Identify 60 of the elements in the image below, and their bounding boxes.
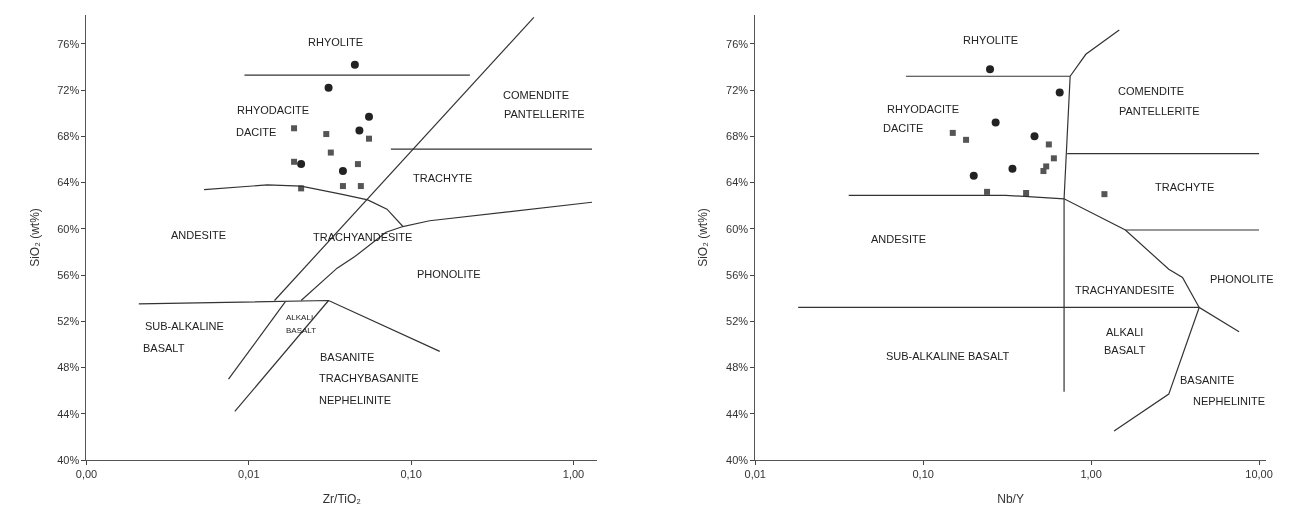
x-axis-title: Nb/Y: [997, 492, 1024, 507]
y-tick-label: 64%: [57, 176, 80, 189]
y-tick-label: 72%: [726, 83, 749, 96]
y-tick-label: 76%: [57, 37, 80, 50]
x-tick-label: 0,10: [400, 468, 422, 481]
annotation: SUB-ALKALINE BASALT: [886, 350, 1010, 362]
y-tick-label: 44%: [726, 407, 749, 420]
annotation: COMENDITE: [1118, 85, 1184, 97]
y-axis-title: SiO₂ (wt%): [696, 208, 711, 267]
annotation: PHONOLITE: [417, 268, 481, 280]
x-tick-label: 10,00: [1245, 468, 1273, 481]
annotation: SUB-ALKALINE: [145, 320, 224, 332]
y-tick-label: 56%: [726, 268, 749, 281]
annotation: BASALT: [143, 342, 185, 354]
y-tick-label: 48%: [726, 361, 749, 374]
annotation: BASANITE: [1180, 374, 1235, 386]
annotation: ANDESITE: [871, 233, 927, 245]
y-tick-label: 44%: [57, 407, 80, 420]
annotation: RHYOLITE: [963, 34, 1019, 46]
annotation: TRACHYTE: [413, 172, 473, 184]
annotation: TRACHYBASANITE: [319, 372, 419, 384]
annotation: RHYODACITE: [887, 103, 960, 115]
y-tick-label: 52%: [726, 315, 749, 328]
y-tick-label: 40%: [726, 453, 749, 466]
y-axis-title: SiO₂ (wt%): [27, 208, 42, 267]
annotation: NEPHELINITE: [1193, 395, 1266, 407]
annotation: PANTELLERITE: [1119, 105, 1200, 117]
y-tick-label: 56%: [57, 268, 80, 281]
y-tick-label: 40%: [57, 453, 80, 466]
x-axis-title: Zr/TiO₂: [322, 492, 362, 507]
x-tick-label: 0,01: [238, 468, 260, 481]
x-tick-label: 1,00: [1080, 468, 1102, 481]
x-tick-label: 0,01: [744, 468, 766, 481]
y-tick-label: 60%: [57, 222, 80, 235]
y-tick-label: 68%: [726, 130, 749, 143]
annotation: NEPHELINITE: [319, 394, 392, 406]
annotation: BASALT: [1104, 344, 1146, 356]
annotation: ALKALI: [286, 313, 314, 322]
annotation: TRACHYTE: [1155, 181, 1215, 193]
annotation: ALKALI: [1106, 326, 1144, 338]
annotation: PANTELLERITE: [504, 108, 585, 120]
annotation: RHYODACITE: [237, 104, 310, 116]
y-tick-label: 72%: [57, 83, 80, 96]
y-tick-label: 68%: [57, 130, 80, 143]
x-tick-label: 0,10: [912, 468, 934, 481]
annotation: PHONOLITE: [1210, 273, 1274, 285]
annotation: BASANITE: [320, 351, 375, 363]
annotation: DACITE: [883, 122, 924, 134]
annotation: RHYOLITE: [308, 36, 364, 48]
y-tick-label: 64%: [726, 176, 749, 189]
y-tick-label: 76%: [726, 37, 749, 50]
x-tick-label: 1,00: [562, 468, 585, 481]
annotation: COMENDITE: [503, 89, 569, 101]
annotation: TRACHYANDESITE: [1075, 284, 1175, 296]
annotation: ANDESITE: [171, 229, 227, 241]
y-tick-label: 48%: [57, 361, 80, 374]
x-tick-label: 0,00: [75, 468, 98, 481]
y-tick-label: 52%: [57, 315, 80, 328]
annotation: DACITE: [236, 126, 277, 138]
y-tick-label: 60%: [726, 222, 749, 235]
